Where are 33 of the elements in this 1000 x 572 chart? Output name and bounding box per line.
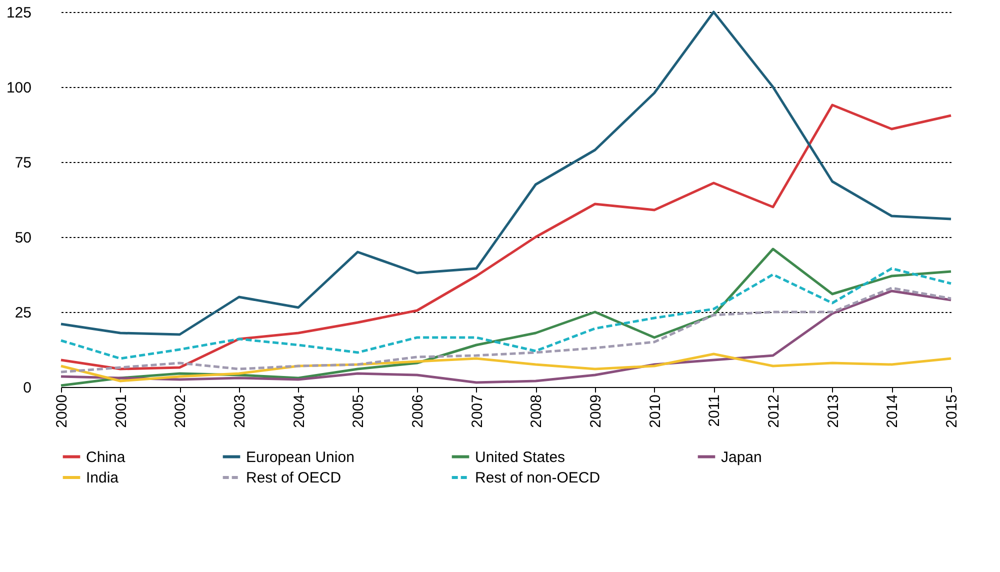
x-tick-label: 2001 [112,394,130,428]
x-tick-label: 2010 [646,394,664,428]
y-tick-label: 50 [14,230,32,246]
x-tick-label: 2000 [54,394,70,428]
x-tick-label: 2002 [172,394,190,428]
legend-label: Rest of non-OECD [475,470,600,486]
legend-label: European Union [246,448,354,466]
line-series [60,104,952,370]
x-tick-label: 2008 [528,394,546,428]
y-tick-label: 75 [14,154,32,172]
legend-label: India [86,470,120,486]
x-tick-label: 2004 [290,394,308,428]
x-tick-label: 2011 [706,394,724,427]
x-tick-label: 2006 [410,394,426,428]
x-tick-label: 2007 [468,394,486,428]
legend-label: Rest of OECD [246,470,342,486]
line-series [60,352,952,382]
y-tick-label: 25 [14,304,32,322]
y-tick-label: 125 [6,4,32,22]
y-tick-label: 100 [6,80,32,96]
line-series [60,10,952,336]
legend-label: Japan [721,448,762,466]
legend-label: United States [475,448,566,466]
x-tick-label: 2009 [588,394,604,428]
x-tick-label: 2014 [884,394,902,428]
x-tick-label: 2003 [232,394,248,428]
x-tick-label: 2013 [824,394,842,428]
x-tick-label: 2015 [944,394,960,428]
x-tick-label: 2012 [766,394,782,428]
line-series [60,267,952,360]
x-tick-label: 2005 [350,394,368,428]
y-tick-label: 0 [23,380,32,396]
legend-label: China [86,448,126,466]
